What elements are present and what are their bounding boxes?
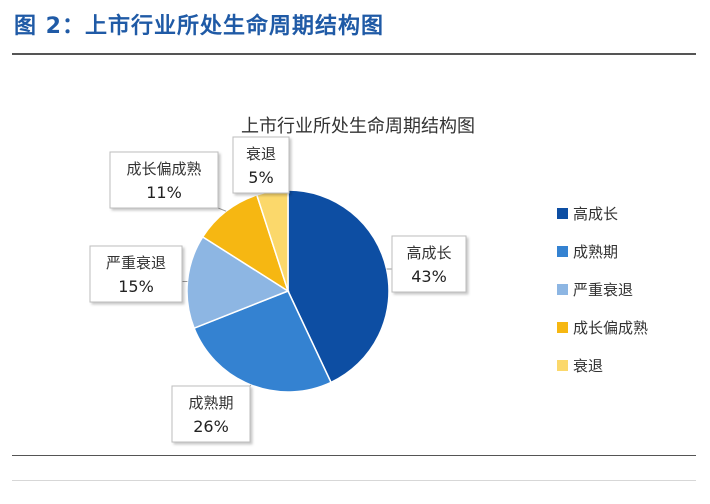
top-divider xyxy=(12,53,696,55)
data-label-value-2: 26% xyxy=(193,417,229,436)
data-label-5: 衰退 5% xyxy=(232,136,290,194)
legend-label-4: 成长偏成熟 xyxy=(573,319,648,337)
data-labels: 高成长 43% 成熟期 26% 严重衰退 15% 成长偏成熟 11% 衰退 5% xyxy=(89,136,467,443)
pie-slices xyxy=(186,189,390,393)
legend-swatch-2 xyxy=(557,246,568,257)
data-label-3: 严重衰退 15% xyxy=(89,245,188,303)
data-label-name-2: 成熟期 xyxy=(188,394,233,412)
legend-label-1: 高成长 xyxy=(573,205,618,223)
data-label-name-1: 高成长 xyxy=(406,244,451,262)
data-label-box-2 xyxy=(171,385,251,443)
data-label-value-4: 11% xyxy=(146,183,182,202)
data-label-box-1 xyxy=(391,235,467,293)
legend-swatch-5 xyxy=(557,360,568,371)
bottom-divider xyxy=(12,455,696,456)
data-label-4: 成长偏成熟 11% xyxy=(109,151,227,212)
pie-slice-2 xyxy=(193,290,332,393)
pie-slice-3 xyxy=(186,235,290,330)
data-label-1: 高成长 43% xyxy=(386,235,467,293)
legend-label-5: 衰退 xyxy=(573,357,603,375)
pie-slice-1 xyxy=(287,189,390,384)
data-label-value-1: 43% xyxy=(411,267,447,286)
data-label-name-5: 衰退 xyxy=(246,145,276,163)
data-label-name-4: 成长偏成熟 xyxy=(126,160,201,178)
legend-swatch-4 xyxy=(557,322,568,333)
data-label-box-4 xyxy=(109,151,219,209)
legend-swatch-1 xyxy=(557,208,568,219)
data-label-name-3: 严重衰退 xyxy=(106,254,166,272)
data-label-box-3 xyxy=(89,245,183,303)
legend-swatch-3 xyxy=(557,284,568,295)
figure-title: 图 2：上市行业所处生命周期结构图 xyxy=(14,14,384,39)
pie-slice-4 xyxy=(201,193,290,293)
legend-label-3: 严重衰退 xyxy=(573,281,633,299)
footer-divider xyxy=(12,480,696,481)
data-label-value-3: 15% xyxy=(118,277,154,296)
leader-line-4 xyxy=(217,207,227,212)
chart-title: 上市行业所处生命周期结构图 xyxy=(241,116,475,137)
data-label-value-5: 5% xyxy=(248,168,273,187)
data-label-2: 成熟期 26% xyxy=(171,384,252,443)
legend-label-2: 成熟期 xyxy=(573,243,618,261)
data-label-box-5 xyxy=(232,136,290,194)
